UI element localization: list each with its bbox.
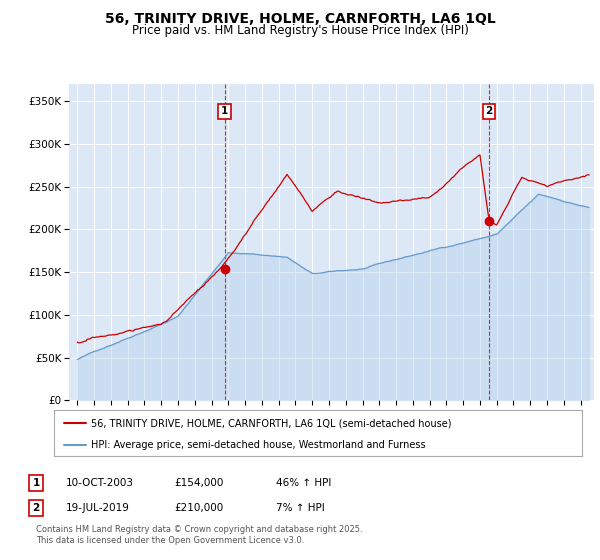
Text: This data is licensed under the Open Government Licence v3.0.: This data is licensed under the Open Gov… bbox=[36, 536, 304, 545]
Text: £154,000: £154,000 bbox=[174, 478, 223, 488]
Text: 10-OCT-2003: 10-OCT-2003 bbox=[66, 478, 134, 488]
Text: Contains HM Land Registry data © Crown copyright and database right 2025.: Contains HM Land Registry data © Crown c… bbox=[36, 525, 362, 534]
Text: 2: 2 bbox=[32, 503, 40, 513]
Text: 19-JUL-2019: 19-JUL-2019 bbox=[66, 503, 130, 513]
Text: HPI: Average price, semi-detached house, Westmorland and Furness: HPI: Average price, semi-detached house,… bbox=[91, 440, 425, 450]
Text: 1: 1 bbox=[221, 106, 228, 116]
Text: 56, TRINITY DRIVE, HOLME, CARNFORTH, LA6 1QL (semi-detached house): 56, TRINITY DRIVE, HOLME, CARNFORTH, LA6… bbox=[91, 418, 451, 428]
Text: 7% ↑ HPI: 7% ↑ HPI bbox=[276, 503, 325, 513]
Text: 46% ↑ HPI: 46% ↑ HPI bbox=[276, 478, 331, 488]
Text: 56, TRINITY DRIVE, HOLME, CARNFORTH, LA6 1QL: 56, TRINITY DRIVE, HOLME, CARNFORTH, LA6… bbox=[104, 12, 496, 26]
Text: 1: 1 bbox=[32, 478, 40, 488]
Text: Price paid vs. HM Land Registry's House Price Index (HPI): Price paid vs. HM Land Registry's House … bbox=[131, 24, 469, 36]
Text: £210,000: £210,000 bbox=[174, 503, 223, 513]
Text: 2: 2 bbox=[485, 106, 493, 116]
